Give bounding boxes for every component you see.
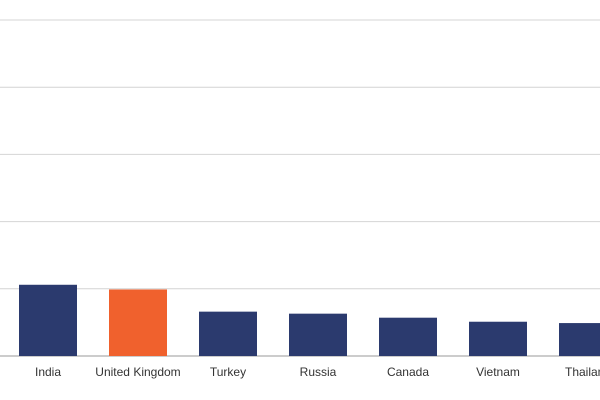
x-tick-label: India bbox=[35, 365, 61, 379]
bar bbox=[379, 317, 437, 356]
bar bbox=[289, 313, 347, 356]
x-tick-label: Russia bbox=[300, 365, 337, 379]
x-tick-label: Canada bbox=[387, 365, 429, 379]
bar bbox=[559, 323, 600, 356]
bar bbox=[19, 284, 77, 356]
x-tick-label: United Kingdom bbox=[95, 365, 180, 379]
bar bbox=[109, 289, 167, 356]
bar bbox=[469, 321, 527, 356]
x-tick-label: Thailand bbox=[565, 365, 600, 379]
bar bbox=[199, 311, 257, 356]
x-tick-label: Vietnam bbox=[476, 365, 520, 379]
x-tick-label: Turkey bbox=[210, 365, 246, 379]
